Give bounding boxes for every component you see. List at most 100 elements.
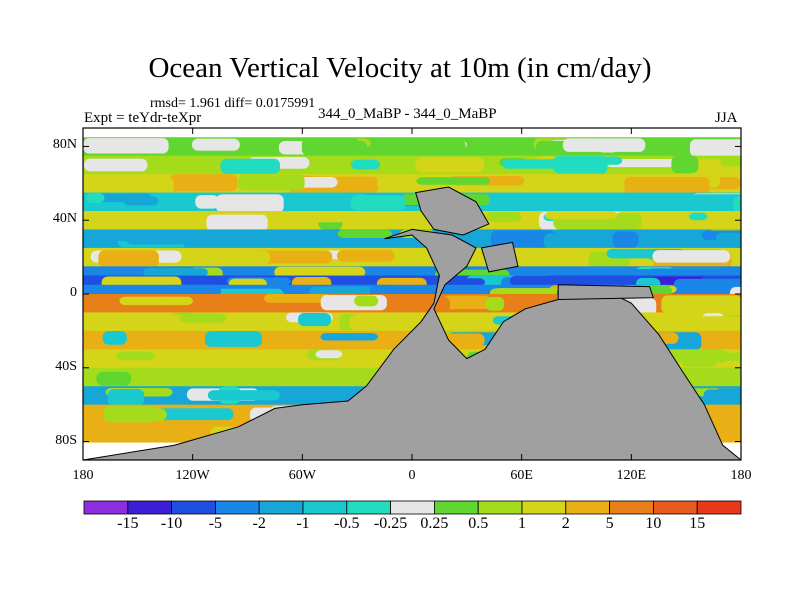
ocean-patch [260, 369, 283, 381]
land-equatorial-island [557, 284, 654, 301]
ocean-patch [206, 214, 268, 232]
ocean-patch [83, 138, 169, 154]
colorbar-swatch [302, 500, 348, 515]
ocean-patch [537, 249, 578, 267]
ocean-patch [305, 211, 374, 223]
colorbar-label: 2 [561, 515, 570, 532]
ocean-patch [114, 408, 167, 421]
ocean-patch [485, 297, 505, 311]
ocean-patch [216, 194, 284, 213]
ocean-patch [349, 315, 426, 332]
colorbar-label: 0.25 [420, 515, 449, 532]
colorbar-swatch [214, 500, 260, 515]
ocean-patch [717, 424, 741, 435]
ocean-patch [543, 233, 591, 250]
y-tick-label: 40S [55, 358, 77, 374]
ocean-patch [126, 231, 198, 245]
cases-label: 344_0_MaBP - 344_0_MaBP [318, 106, 497, 122]
ocean-patch [301, 138, 359, 156]
colorbar-label: 10 [645, 515, 662, 532]
ocean-patch [562, 138, 646, 152]
ocean-patch [497, 232, 550, 246]
ocean-patch [98, 250, 159, 268]
ocean-patch [376, 176, 408, 190]
colorbar-label: -0.5 [334, 515, 360, 532]
x-tick-label: 60W [288, 468, 316, 483]
ocean-patch [442, 295, 491, 310]
ocean-patch [298, 313, 332, 327]
ocean-patch [520, 196, 586, 213]
colorbar-swatch [696, 500, 742, 515]
colorbar-swatch [653, 500, 698, 515]
colorbar-label: -10 [160, 515, 183, 532]
ocean-patch [337, 249, 395, 262]
ocean-patch [328, 368, 358, 381]
colorbar-swatch [433, 500, 479, 515]
colorbar-label: 15 [689, 515, 706, 532]
colorbar-swatch [565, 500, 610, 515]
ocean-patch [545, 211, 618, 220]
ocean-patch [191, 138, 240, 151]
season-label: JJA [715, 110, 738, 126]
colorbar-swatch [127, 500, 173, 515]
colorbar-swatch [477, 500, 523, 515]
ocean-patch [350, 194, 406, 211]
ocean-patch [116, 351, 155, 361]
x-tick-label: 0 [408, 468, 416, 483]
ocean-patch [147, 368, 184, 387]
ocean-patch [566, 175, 610, 186]
ocean-patch [733, 196, 741, 215]
ocean-patch [415, 157, 484, 173]
y-tick-label: 0 [70, 285, 77, 300]
ocean-patch [123, 196, 159, 206]
x-tick-label: 180 [730, 468, 752, 483]
ocean-patch [249, 250, 333, 264]
ocean-patch [720, 156, 741, 167]
x-tick-label: 60E [510, 468, 533, 483]
ocean-patch [350, 159, 381, 170]
chart-title: Ocean Vertical Velocity at 10m (in cm/da… [148, 52, 652, 84]
colorbar-swatch [346, 500, 391, 515]
y-tick-label: 80N [52, 137, 77, 153]
ocean-patch [509, 275, 558, 287]
colorbar-label: -2 [252, 515, 266, 532]
ocean-patch [686, 316, 741, 332]
colorbar-swatch [521, 500, 567, 515]
colorbar-label: 5 [605, 515, 614, 532]
ocean-patch [661, 295, 741, 314]
ocean-patch [384, 139, 466, 153]
land-northern-landmass [415, 186, 490, 236]
ocean-patch [264, 294, 332, 303]
experiment-label: Expt = teYdr-teXpr [84, 110, 202, 126]
colorbar-swatch [171, 500, 216, 515]
colorbar-swatch [83, 500, 129, 515]
ocean-patch [84, 158, 148, 172]
ocean-patch [274, 266, 366, 278]
colorbar-label: -15 [117, 515, 139, 532]
ocean-patch [195, 195, 220, 209]
ocean-patch [102, 331, 127, 345]
ocean-patch [320, 333, 378, 341]
x-tick-label: 120W [175, 468, 210, 483]
ocean-patch [647, 230, 680, 239]
y-tick-label: 40N [52, 211, 77, 227]
ocean-patch [552, 156, 608, 174]
ocean-patch [169, 174, 238, 192]
colorbar-swatch [390, 500, 435, 515]
ocean-patch [486, 212, 522, 222]
ocean-patch [315, 350, 343, 359]
colorbar-label: -1 [296, 515, 310, 532]
x-tick-label: 120E [616, 468, 647, 483]
ocean-patch [354, 295, 379, 307]
ocean-patch [688, 212, 708, 221]
ocean-patch [238, 174, 305, 191]
colorbar-label: -5 [208, 515, 223, 532]
x-tick-label: 180 [72, 468, 94, 483]
ocean-patch [85, 192, 105, 203]
ocean-patch [220, 158, 281, 174]
ocean-patch [605, 158, 689, 168]
colorbar-label: 1 [518, 515, 526, 532]
land-central-landmass [83, 228, 741, 460]
